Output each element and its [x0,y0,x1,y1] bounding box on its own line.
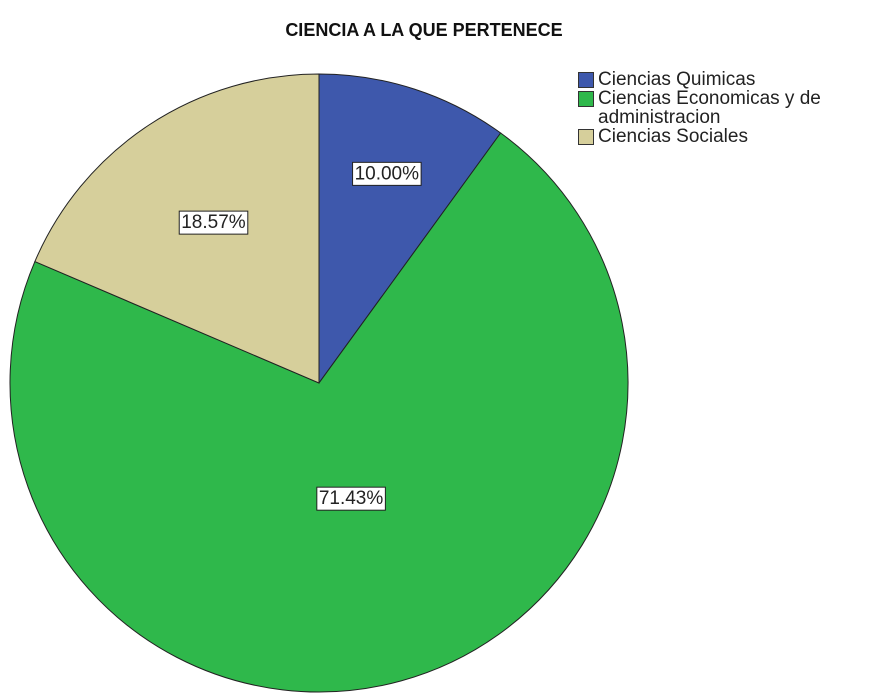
legend-item: Ciencias Sociales [578,127,878,146]
data-label: 10.00% [352,161,422,186]
legend-swatch [578,129,594,145]
data-label-box [352,161,422,186]
pie-slice [318,73,502,385]
legend-label: Ciencias Economicas y de administracion [598,88,821,128]
legend-swatch [578,72,594,88]
legend-item: Ciencias Quimicas [578,70,878,89]
legend-item: Ciencias Economicas y de administracion [578,89,878,127]
legend: Ciencias Quimicas Ciencias Economicas y d… [578,70,878,146]
data-label-box [178,210,249,235]
data-label-text: 71.43% [319,488,384,509]
chart-title: CIENCIA A LA QUE PERTENECE [285,20,562,40]
pie-slice [9,132,629,693]
legend-label: Ciencias Quimicas [598,69,756,90]
pie-slice [34,73,320,384]
data-label: 71.43% [316,486,386,511]
data-label-box [316,486,386,511]
data-label-text: 10.00% [355,163,420,184]
data-label: 18.57% [178,210,249,235]
data-label-text: 18.57% [181,212,246,233]
legend-label: Ciencias Sociales [598,126,748,147]
legend-swatch [578,91,594,107]
